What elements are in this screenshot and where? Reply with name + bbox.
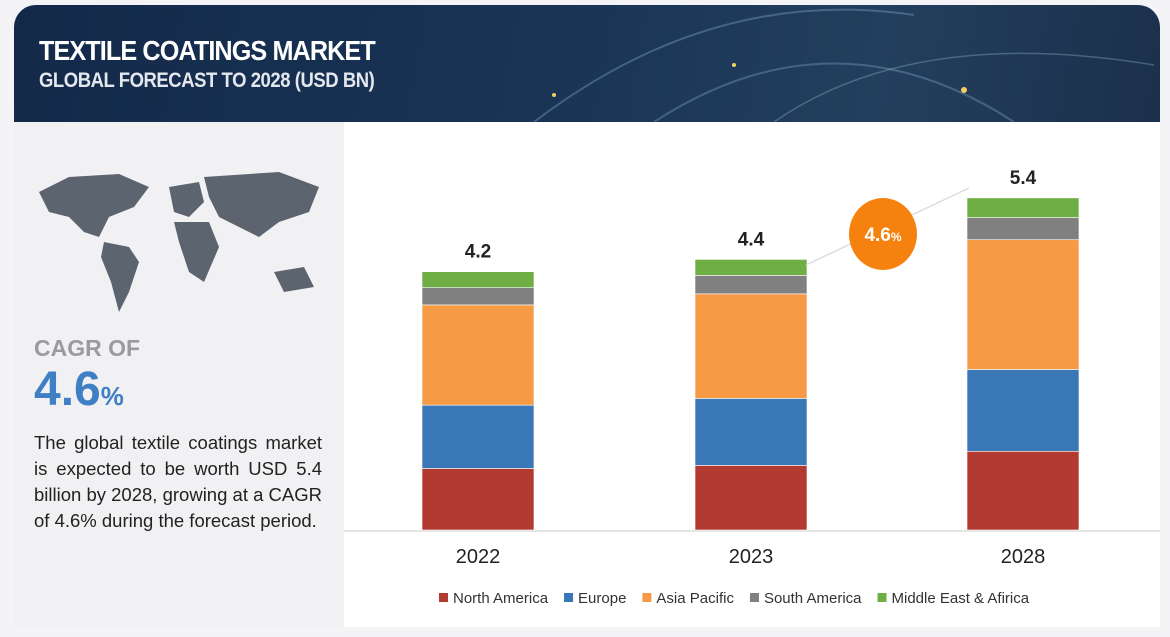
- bar-segment-south-america: [966, 217, 1080, 241]
- market-description: The global textile coatings market is ex…: [34, 432, 322, 531]
- total-label: 4.4: [738, 229, 765, 250]
- summary-panel: CAGR OF 4.6% The global textile coatings…: [14, 122, 344, 627]
- bar-segment-asia-pacific: [694, 293, 808, 399]
- chart-panel: 4.2 2022 4.4 2023 5.4 2028 4.6% North America Eu…: [344, 122, 1160, 627]
- chart-title: TEXTILE COATINGS MARKET: [39, 35, 376, 66]
- fiber-optic-background: [533, 8, 1155, 122]
- cagr-number: 4.6: [34, 363, 101, 416]
- legend-swatch: [749, 593, 759, 602]
- x-tick-label: 2022: [456, 546, 501, 568]
- legend-swatch: [564, 593, 574, 602]
- legend-label: Asia Pacific: [656, 590, 734, 607]
- cagr-unit: %: [100, 381, 124, 411]
- bar-segment-middle-east-afirica: [694, 259, 808, 276]
- bar-segment-asia-pacific: [966, 239, 1080, 370]
- cagr-badge: [849, 198, 917, 270]
- bar-segment-north-america: [421, 468, 535, 531]
- legend-swatch: [642, 593, 652, 602]
- x-tick-label: 2028: [1001, 546, 1046, 568]
- bar-segment-middle-east-afirica: [966, 197, 1080, 218]
- bar-segment-south-america: [694, 275, 808, 295]
- legend-label: Middle East & Afirica: [892, 590, 1030, 607]
- world-map-icon: [39, 172, 319, 312]
- bar-segment-europe: [966, 369, 1080, 452]
- bar-segment-north-america: [966, 450, 1080, 531]
- legend-label: South America: [764, 590, 862, 607]
- bar-segment-south-america: [421, 287, 535, 306]
- header-banner: TEXTILE COATINGS MARKET GLOBAL FORECAST …: [14, 5, 1160, 122]
- total-label: 4.2: [465, 242, 491, 263]
- bar-segment-middle-east-afirica: [421, 271, 535, 288]
- cagr-value: 4.6%: [34, 362, 124, 417]
- legend-swatch: [877, 593, 887, 602]
- legend-swatch: [439, 593, 448, 602]
- legend-label: North America: [453, 590, 549, 607]
- x-tick-label: 2023: [729, 546, 774, 568]
- bar-segment-asia-pacific: [421, 304, 535, 406]
- bar-segment-europe: [421, 404, 535, 469]
- cagr-label: CAGR OF: [34, 335, 141, 361]
- chart-subtitle: GLOBAL FORECAST TO 2028 (USD BN): [39, 69, 375, 92]
- bar-segment-north-america: [694, 465, 808, 531]
- cagr-badge-label: 4.6%: [864, 225, 901, 246]
- total-label: 5.4: [1010, 168, 1037, 189]
- legend-label: Europe: [578, 590, 626, 607]
- stacked-bar-chart: 4.2 2022 4.4 2023 5.4 2028 4.6% North America Eu…: [344, 168, 1160, 607]
- bar-segment-europe: [694, 398, 808, 466]
